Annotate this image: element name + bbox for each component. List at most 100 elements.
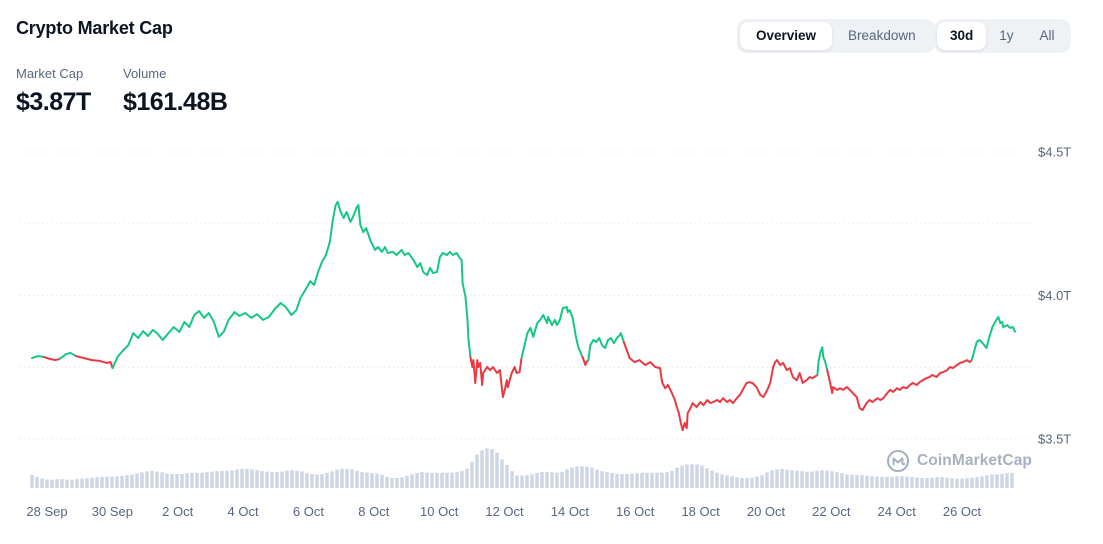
volume-bar [230, 470, 234, 488]
volume-bar [150, 471, 154, 488]
volume-bar [175, 474, 179, 488]
volume-bar [545, 472, 549, 488]
y-axis-labels: $4.5T $4.0T $3.5T [1038, 145, 1071, 447]
volume-bar [525, 475, 529, 488]
volume-bar [485, 448, 489, 488]
volume-bar [210, 471, 214, 488]
price-line-segment-up [520, 306, 584, 360]
volume-bar [625, 474, 629, 488]
volume-bar [825, 470, 829, 488]
volume-bar [145, 471, 149, 488]
volume-bar [830, 471, 834, 488]
volume-bar [585, 466, 589, 488]
volume-bar [700, 465, 704, 488]
volume-bar [880, 476, 884, 488]
volume-bar [795, 470, 799, 488]
volume-bar [735, 477, 739, 488]
volume-bar [470, 461, 474, 488]
volume-bar [865, 475, 869, 488]
volume-bar [780, 469, 784, 488]
volume-bar [110, 476, 114, 488]
volume-bar [480, 450, 484, 488]
price-line-segment-up [111, 200, 472, 370]
volume-bar [755, 476, 759, 488]
volume-bar [635, 473, 639, 488]
volume-bar [530, 474, 534, 488]
volume-bar [730, 476, 734, 488]
volume-bar [720, 474, 724, 488]
volume-bar [250, 469, 254, 488]
volume-bar [435, 472, 439, 488]
volume-bar [455, 472, 459, 488]
volume-bar [740, 478, 744, 488]
tab-30d[interactable]: 30d [937, 22, 987, 50]
volume-bar [105, 476, 109, 488]
volume-bar [385, 476, 389, 488]
x-axis-labels: 28 Sep 30 Sep 2 Oct 4 Oct 6 Oct 8 Oct 10 Oct 12… [26, 504, 981, 519]
stats-row: Market Cap $3.87T Volume $161.48B [16, 66, 228, 117]
volume-bar [725, 475, 729, 488]
volume-bar [690, 464, 694, 488]
volume-bar [845, 474, 849, 488]
volume-bar [40, 478, 44, 488]
volume-bar [320, 474, 324, 488]
volume-bar [990, 474, 994, 488]
volume-bar [520, 475, 524, 488]
volume-bar [815, 470, 819, 488]
volume-bar [535, 472, 539, 488]
volume-bar [980, 476, 984, 488]
volume-bar [665, 472, 669, 488]
volume-bar [390, 478, 394, 488]
volume-bar [245, 468, 249, 488]
volume-bar [80, 478, 84, 488]
volume-bar [695, 464, 699, 488]
volume-bar [370, 473, 374, 488]
volume-value: $161.48B [123, 88, 228, 116]
volume-bar [575, 466, 579, 488]
volume-bar [30, 474, 34, 488]
volume-bar [445, 472, 449, 488]
volume-bar [160, 472, 164, 488]
volume-bar [840, 473, 844, 488]
volume-bar [225, 470, 229, 488]
volume-bar [290, 470, 294, 488]
volume-bar [275, 472, 279, 488]
volume-bar [205, 472, 209, 488]
tab-overview[interactable]: Overview [740, 22, 833, 50]
volume-bar [655, 472, 659, 488]
volume-bar [885, 476, 889, 488]
volume-bar [35, 476, 39, 488]
volume-bar [85, 478, 89, 488]
volume-bar [945, 477, 949, 488]
page-title: Crypto Market Cap [16, 18, 173, 38]
volume-bar [935, 477, 939, 488]
volume-bar [600, 471, 604, 488]
tab-all[interactable]: All [1027, 22, 1068, 50]
volume-bar [555, 472, 559, 488]
volume-bar [400, 477, 404, 488]
volume-bar [70, 479, 74, 488]
volume-bar [750, 477, 754, 488]
x-axis-label: 28 Sep [26, 504, 67, 519]
stat-volume: Volume $161.48B [123, 66, 228, 117]
volume-bar [310, 474, 314, 488]
volume-bar [55, 479, 59, 488]
y-axis-label: $4.0T [1038, 288, 1071, 303]
volume-bar [615, 473, 619, 488]
volume-bar [870, 476, 874, 488]
volume-bar [995, 474, 999, 488]
volume-bar [505, 464, 509, 488]
tab-1y[interactable]: 1y [986, 22, 1026, 50]
volume-bar [590, 467, 594, 488]
x-axis-label: 2 Oct [162, 504, 193, 519]
volume-bar [860, 475, 864, 488]
x-axis-label: 14 Oct [551, 504, 590, 519]
volume-bar [345, 468, 349, 488]
volume-bar [120, 475, 124, 488]
volume-bar [155, 471, 159, 488]
tab-breakdown[interactable]: Breakdown [832, 22, 932, 50]
watermark: CoinMarketCap [886, 449, 1032, 473]
volume-bar [620, 474, 624, 488]
volume-bar [100, 476, 104, 488]
